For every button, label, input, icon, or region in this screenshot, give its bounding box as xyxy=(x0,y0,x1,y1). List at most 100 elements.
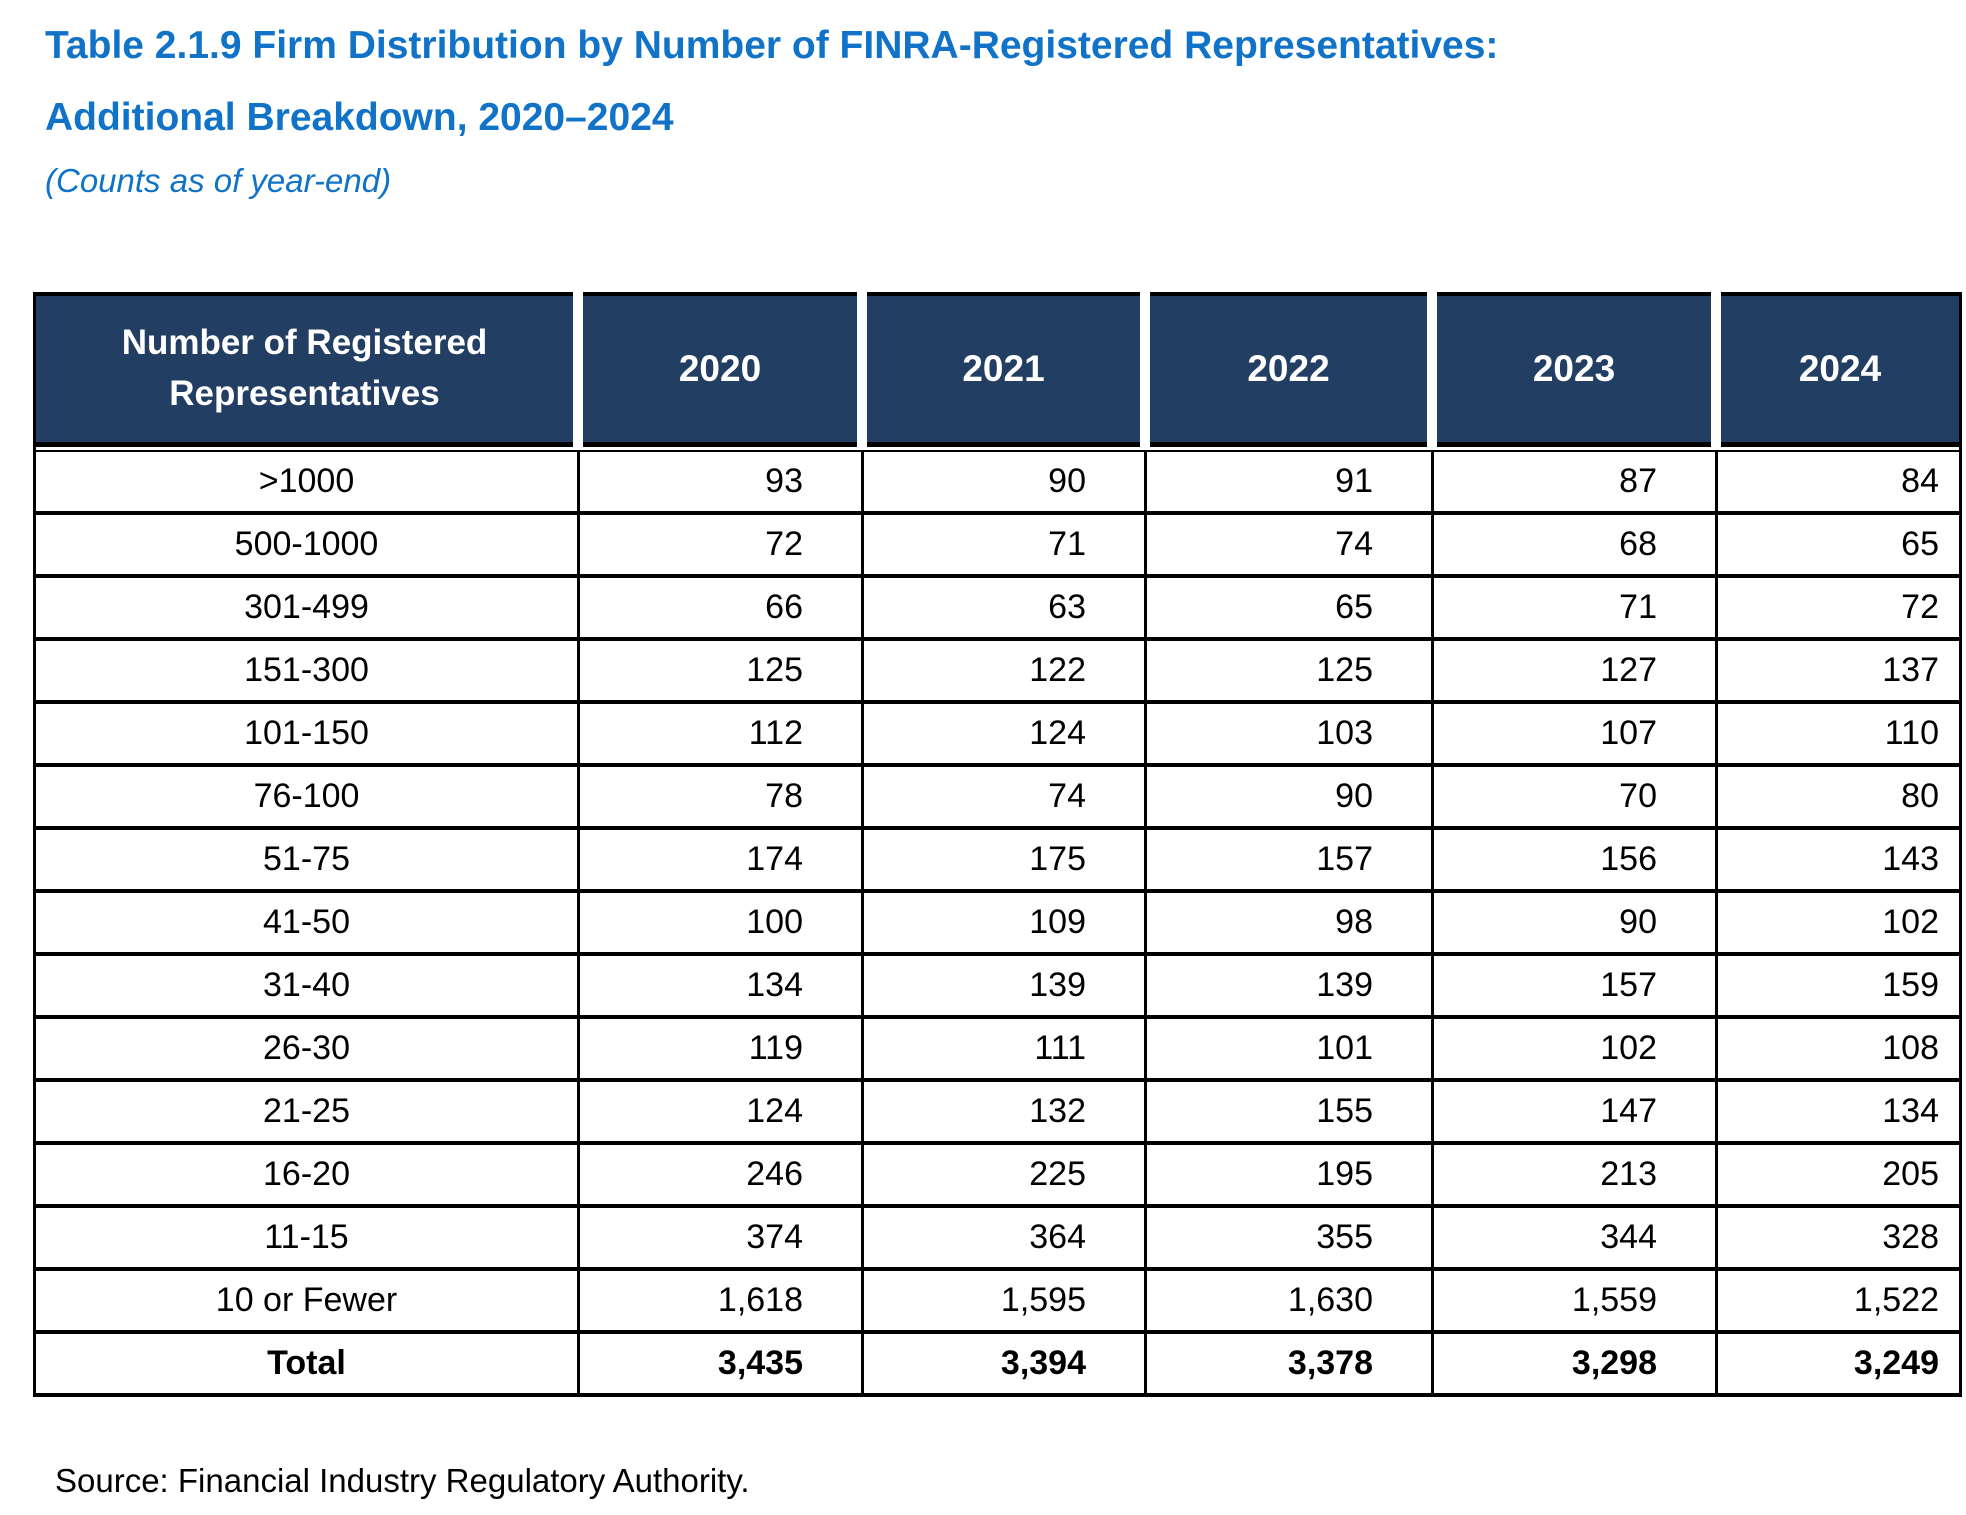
row-label: Total xyxy=(36,1334,580,1393)
cell-2024: 134 xyxy=(1882,1092,1939,1130)
cell-2022: 157 xyxy=(1147,830,1434,889)
cell-2024: 84 xyxy=(1901,462,1939,500)
cell-2023: 1,559 xyxy=(1434,1271,1718,1330)
cell-2021: 122 xyxy=(864,641,1147,700)
row-label: 11-15 xyxy=(36,1208,580,1267)
cell-2023: 147 xyxy=(1434,1082,1718,1141)
cell-2023: 107 xyxy=(1434,704,1718,763)
cell-2023: 90 xyxy=(1434,893,1718,952)
cell-2020: 78 xyxy=(580,767,864,826)
cell-2020: 174 xyxy=(580,830,864,889)
cell-2020: 3,435 xyxy=(580,1334,864,1393)
cell-2020: 246 xyxy=(580,1145,864,1204)
table-row: 41-50 100 109 98 90 102 xyxy=(36,893,1959,956)
row-label: 51-75 xyxy=(36,830,580,889)
cell-2020: 66 xyxy=(580,578,864,637)
cell-2021: 1,595 xyxy=(864,1271,1147,1330)
cell-2022: 355 xyxy=(1147,1208,1434,1267)
column-header-2020: 2020 xyxy=(583,292,857,447)
row-label: 101-150 xyxy=(36,704,580,763)
cell-2024: 108 xyxy=(1882,1029,1939,1067)
table-body: >1000 93 90 91 87 84 500-1000 72 71 74 6… xyxy=(36,450,1959,1393)
cell-2022: 195 xyxy=(1147,1145,1434,1204)
table-row: 51-75 174 175 157 156 143 xyxy=(36,830,1959,893)
page-subtitle: (Counts as of year-end) xyxy=(45,162,392,199)
page-title-line1: Table 2.1.9 Firm Distribution by Number … xyxy=(45,24,1499,67)
cell-2023: 127 xyxy=(1434,641,1718,700)
table-row: 151-300 125 122 125 127 137 xyxy=(36,641,1959,704)
column-header-2022: 2022 xyxy=(1150,292,1427,447)
cell-2021: 71 xyxy=(864,515,1147,574)
cell-2022: 1,630 xyxy=(1147,1271,1434,1330)
cell-2021: 3,394 xyxy=(864,1334,1147,1393)
cell-2021: 74 xyxy=(864,767,1147,826)
table-row: Total 3,435 3,394 3,378 3,298 3,249 xyxy=(36,1334,1959,1393)
row-label: 500-1000 xyxy=(36,515,580,574)
cell-2024: 102 xyxy=(1882,903,1939,941)
table-row: >1000 93 90 91 87 84 xyxy=(36,452,1959,515)
cell-2023: 71 xyxy=(1434,578,1718,637)
table-row: 31-40 134 139 139 157 159 xyxy=(36,956,1959,1019)
cell-2020: 112 xyxy=(580,704,864,763)
cell-2024: 3,249 xyxy=(1853,1344,1939,1382)
table-row: 101-150 112 124 103 107 110 xyxy=(36,704,1959,767)
column-header-2024: 2024 xyxy=(1721,292,1959,447)
cell-2023: 87 xyxy=(1434,452,1718,511)
row-label: 26-30 xyxy=(36,1019,580,1078)
cell-2021: 109 xyxy=(864,893,1147,952)
cell-2022: 98 xyxy=(1147,893,1434,952)
cell-2022: 90 xyxy=(1147,767,1434,826)
row-label: 301-499 xyxy=(36,578,580,637)
cell-2022: 3,378 xyxy=(1147,1334,1434,1393)
row-label: 31-40 xyxy=(36,956,580,1015)
cell-2024: 65 xyxy=(1901,525,1939,563)
row-label: >1000 xyxy=(36,452,580,511)
cell-2020: 134 xyxy=(580,956,864,1015)
cell-2021: 175 xyxy=(864,830,1147,889)
cell-2020: 125 xyxy=(580,641,864,700)
cell-2023: 68 xyxy=(1434,515,1718,574)
cell-2024: 137 xyxy=(1882,651,1939,689)
cell-2024: 328 xyxy=(1882,1218,1939,1256)
row-label: 76-100 xyxy=(36,767,580,826)
cell-2020: 93 xyxy=(580,452,864,511)
table-row: 10 or Fewer 1,618 1,595 1,630 1,559 1,52… xyxy=(36,1271,1959,1334)
cell-2021: 63 xyxy=(864,578,1147,637)
table-row: 301-499 66 63 65 71 72 xyxy=(36,578,1959,641)
cell-2024: 80 xyxy=(1901,777,1939,815)
table-row: 26-30 119 111 101 102 108 xyxy=(36,1019,1959,1082)
cell-2021: 90 xyxy=(864,452,1147,511)
cell-2020: 72 xyxy=(580,515,864,574)
cell-2020: 124 xyxy=(580,1082,864,1141)
cell-2024: 110 xyxy=(1884,714,1939,752)
cell-2021: 139 xyxy=(864,956,1147,1015)
row-label: 21-25 xyxy=(36,1082,580,1141)
cell-2024: 159 xyxy=(1882,966,1939,1004)
cell-2023: 213 xyxy=(1434,1145,1718,1204)
table-row: 11-15 374 364 355 344 328 xyxy=(36,1208,1959,1271)
cell-2021: 111 xyxy=(864,1019,1147,1078)
cell-2023: 157 xyxy=(1434,956,1718,1015)
cell-2020: 374 xyxy=(580,1208,864,1267)
cell-2023: 70 xyxy=(1434,767,1718,826)
table-header-row: Number of Registered Representatives 202… xyxy=(36,292,1959,447)
cell-2024: 1,522 xyxy=(1853,1281,1939,1319)
cell-2022: 139 xyxy=(1147,956,1434,1015)
table-row: 76-100 78 74 90 70 80 xyxy=(36,767,1959,830)
cell-2020: 100 xyxy=(580,893,864,952)
cell-2022: 101 xyxy=(1147,1019,1434,1078)
row-label: 41-50 xyxy=(36,893,580,952)
cell-2020: 119 xyxy=(580,1019,864,1078)
cell-2021: 132 xyxy=(864,1082,1147,1141)
cell-2022: 125 xyxy=(1147,641,1434,700)
column-header-registered-representatives: Number of Registered Representatives xyxy=(36,292,573,447)
row-label: 151-300 xyxy=(36,641,580,700)
cell-2023: 102 xyxy=(1434,1019,1718,1078)
column-header-2021: 2021 xyxy=(867,292,1140,447)
page-title: Table 2.1.9 Firm Distribution by Number … xyxy=(45,10,1925,154)
page-title-line2: Additional Breakdown, 2020–2024 xyxy=(45,96,674,139)
cell-2024: 143 xyxy=(1882,840,1939,878)
table-row: 500-1000 72 71 74 68 65 xyxy=(36,515,1959,578)
cell-2024: 72 xyxy=(1901,588,1939,626)
column-header-2023: 2023 xyxy=(1437,292,1711,447)
